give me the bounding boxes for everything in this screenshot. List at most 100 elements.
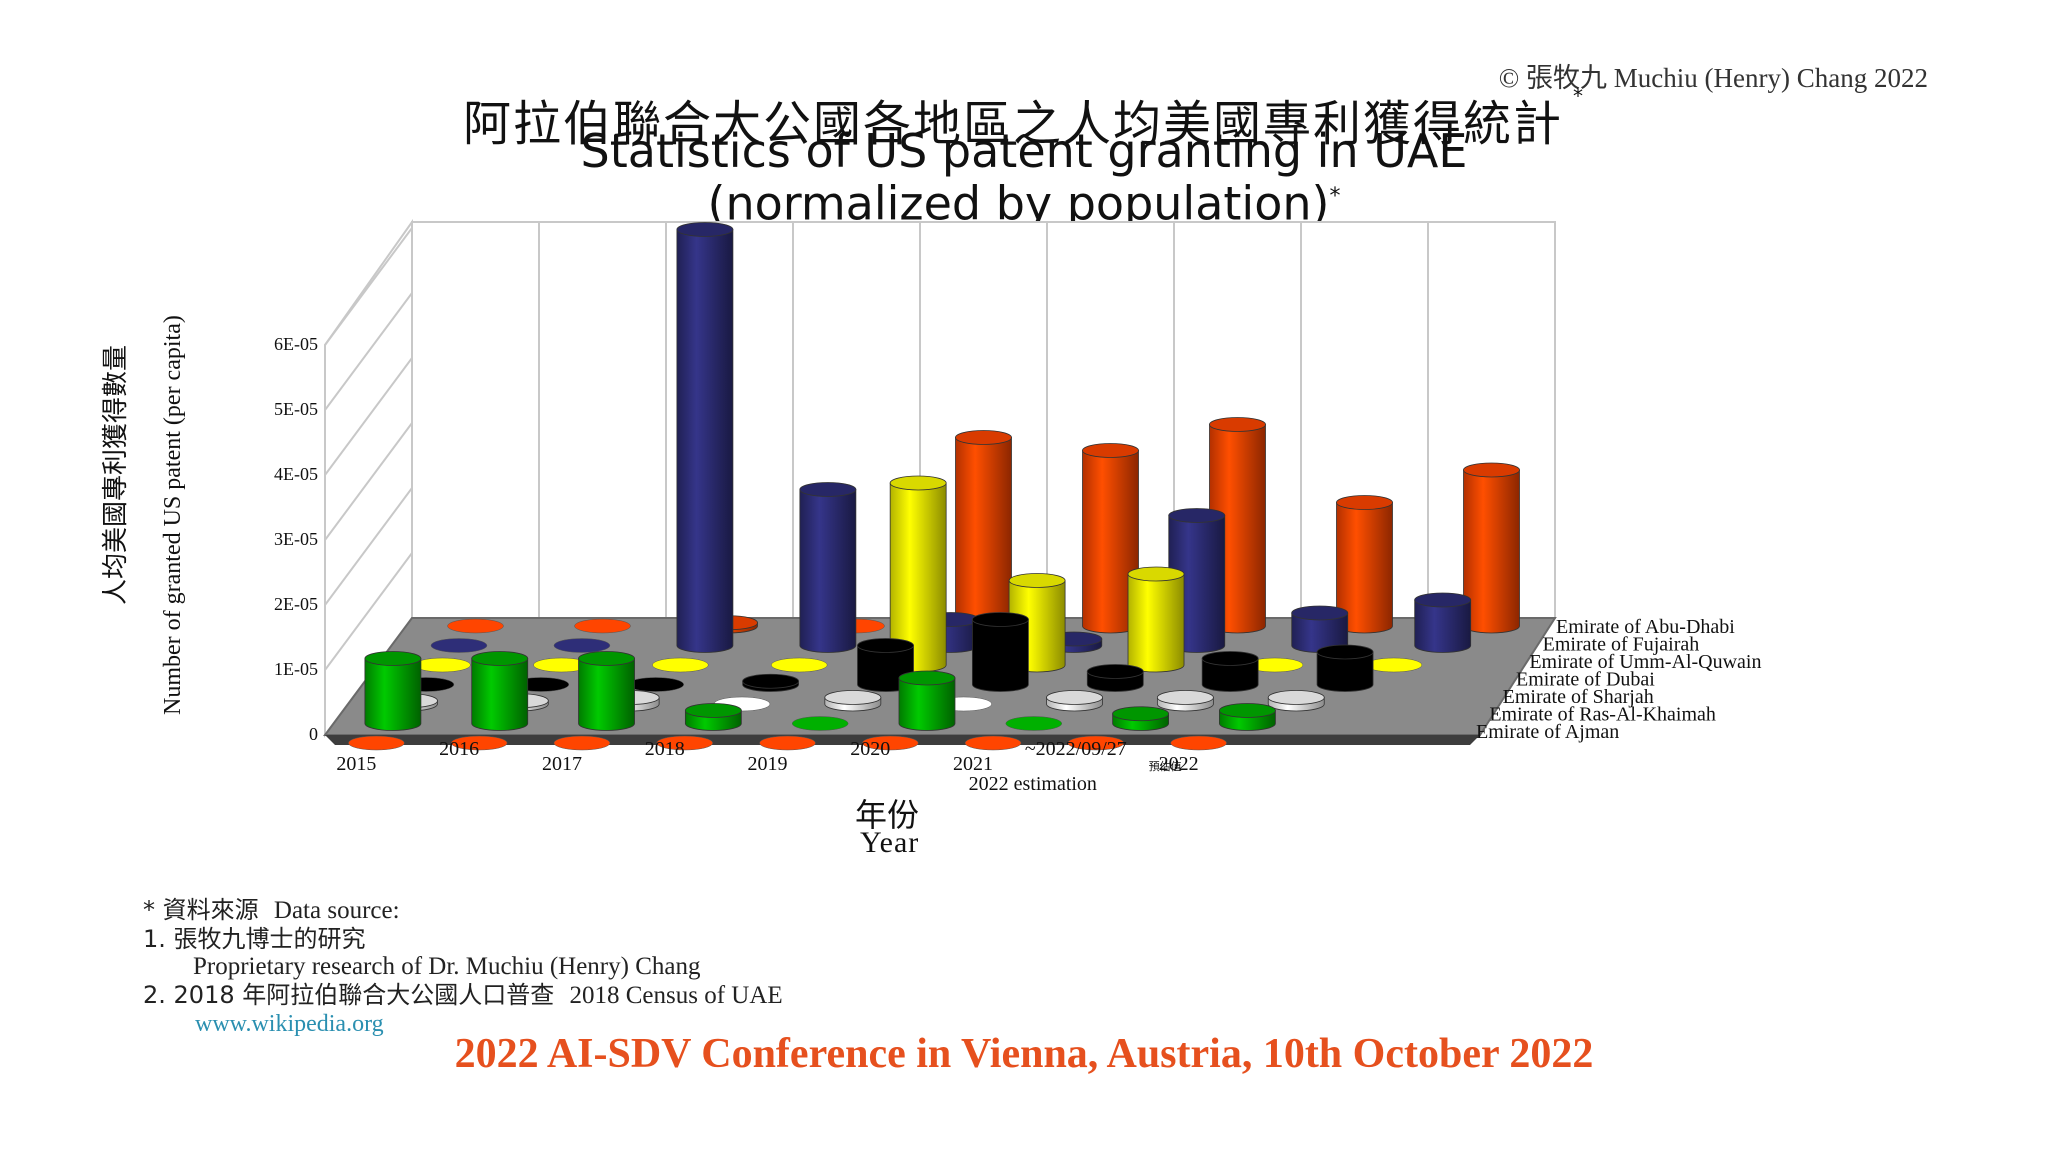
bar-3-8 [1316, 644, 1374, 692]
bar-top [971, 612, 1029, 627]
y-ticks: 0 1E-05 2E-05 3E-05 4E-05 5E-05 6E-05 [274, 334, 318, 744]
bar-top [1046, 690, 1103, 705]
bar-body [676, 229, 734, 653]
bar-disc [553, 735, 611, 751]
bar-4-7 [1156, 690, 1214, 712]
source-heading: * 資料來源 Data source: [143, 896, 783, 925]
bar-1-3 [799, 482, 857, 653]
bar-top [898, 670, 956, 686]
x-tick-label: 2015 [336, 753, 376, 775]
x-tick-label: 2022 [1159, 753, 1199, 775]
legend-item: Emirate of Ajman [1476, 721, 1619, 743]
source-item1-en: Proprietary research of Dr. Muchiu (Henr… [193, 953, 701, 980]
bar-6-5 [862, 735, 919, 751]
bar-6-0 [348, 735, 405, 751]
grid-line-left [324, 422, 413, 541]
bar-top [1156, 690, 1214, 705]
title-en-star: * [1329, 184, 1341, 209]
bar-body [471, 658, 529, 731]
bar-3-5 [971, 612, 1029, 692]
bar-body [971, 619, 1029, 692]
bar-disc [1365, 657, 1423, 673]
bar-top [799, 482, 857, 497]
x-tick-label: 2020 [850, 738, 890, 760]
title-star: * [1573, 84, 1585, 108]
bar-body [955, 437, 1012, 634]
x-tick-label: ~2022/09/27 [1025, 738, 1127, 760]
bar-top [955, 430, 1012, 445]
title-en-line2-wrap: (normalized by population)* [0, 174, 2048, 226]
legend-item: Emirate of Sharjah [1503, 686, 1654, 708]
bar-1-2 [676, 222, 734, 653]
bar-0-5 [1082, 443, 1139, 634]
bar-5-6 [1005, 716, 1063, 731]
bar-disc [574, 618, 631, 634]
bar-top [1209, 417, 1266, 432]
x-tick-note-en: 2022 estimation [969, 773, 1097, 795]
bar-top [676, 222, 734, 237]
bar-top [364, 651, 422, 666]
x-tick-note-zh: 預估值 [1149, 760, 1182, 773]
source-item2: 2. 2018 年阿拉伯聯合大公國人口普查 2018 Census of UAE [143, 981, 783, 1010]
bar-top [824, 690, 882, 705]
bar-6-7 [1067, 735, 1125, 751]
bar-0-7 [1336, 495, 1393, 634]
x-axis-label-chinese: 年份 [855, 796, 920, 834]
legend-item: Emirate of Abu-Dhabi [1556, 616, 1735, 638]
bar-4-4 [824, 690, 882, 712]
bar-5-2 [578, 651, 635, 731]
conference-footer: 2022 AI-SDV Conference in Vienna, Austri… [454, 1031, 1594, 1077]
bar-top [857, 638, 914, 653]
bar-body [578, 658, 635, 731]
bar-body [799, 489, 857, 653]
bar-5-3 [684, 703, 742, 731]
grid-line-left [324, 292, 413, 411]
bar-top [889, 475, 947, 491]
bar-disc [348, 735, 405, 751]
source-heading-en: Data source: [273, 897, 400, 924]
bar-disc [964, 735, 1022, 751]
grid-line-left [324, 552, 413, 671]
y-axis-label-english: Number of granted US patent (per capita) [160, 315, 186, 715]
x-tick-label: 2018 [645, 738, 685, 760]
bar-1-1 [553, 638, 611, 653]
y-tick-label: 2E-05 [274, 594, 318, 614]
x-tick-label: 2016 [439, 738, 479, 760]
y-tick-label: 5E-05 [274, 399, 318, 419]
bar-top [742, 673, 800, 689]
bar-disc [450, 735, 508, 751]
y-tick-label: 4E-05 [274, 464, 318, 484]
source-link[interactable]: www.wikipedia.org [195, 1011, 384, 1037]
bar-2-6 [1127, 566, 1185, 673]
grid-line-left [324, 227, 413, 346]
copyright-note: © 張牧九 Muchiu (Henry) Chang 2022 [1498, 63, 1928, 93]
bar-body [1414, 599, 1472, 653]
bar-2-2 [652, 657, 709, 673]
source-item2-zh: 2. 2018 年阿拉伯聯合大公國人口普查 [143, 981, 555, 1009]
bar-1-7 [1291, 605, 1349, 653]
grid-lines [324, 222, 1429, 671]
x-tick-label: 2021 [953, 753, 993, 775]
bar-disc [430, 638, 488, 653]
bar-disc [791, 716, 849, 731]
legend-item: Emirate of Fujairah [1543, 634, 1700, 656]
legend-item: Emirate of Umm-Al-Quwain [1529, 651, 1761, 673]
bar-5-0 [364, 651, 422, 731]
bar-6-4 [759, 735, 816, 751]
bar-top [1201, 651, 1259, 666]
bar-disc [627, 677, 684, 692]
bar-top [1267, 690, 1325, 705]
bar-top [684, 703, 742, 718]
bar-disc [1170, 735, 1227, 751]
y-tick-label: 3E-05 [274, 529, 318, 549]
bar-4-8 [1267, 690, 1325, 712]
bar-1-0 [430, 638, 488, 653]
bar-2-0 [414, 657, 471, 673]
y-axis-label-chinese: 人均美國專利獲得數量 [101, 344, 131, 605]
bar-4-6 [1046, 690, 1103, 712]
bar-6-8 [1170, 735, 1227, 751]
y-tick-label: 0 [309, 724, 318, 744]
bar-body [364, 658, 422, 731]
